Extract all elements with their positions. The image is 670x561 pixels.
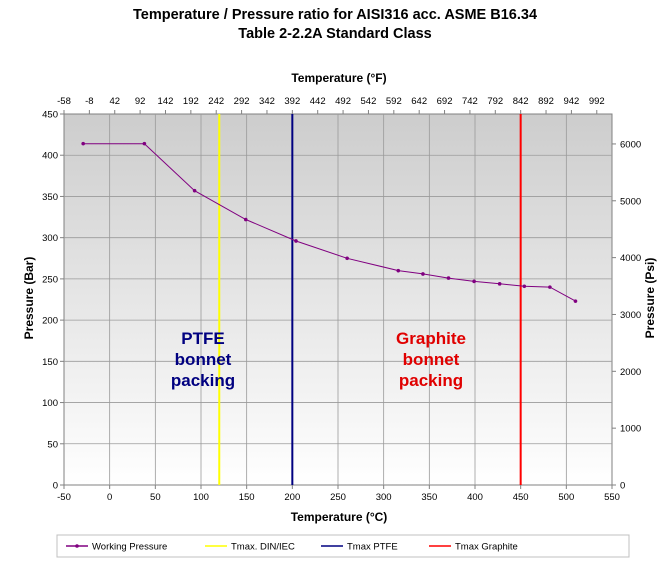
data-point bbox=[81, 141, 85, 146]
y-tick-label: 150 bbox=[42, 357, 58, 368]
x2-tick-label: -8 bbox=[85, 96, 93, 107]
y2-tick-label: 2000 bbox=[620, 367, 641, 378]
y2-tick-label: 4000 bbox=[620, 253, 641, 264]
x2-tick-label: -58 bbox=[57, 96, 71, 107]
x2-tick-label: 892 bbox=[538, 96, 554, 107]
y-tick-label: 450 bbox=[42, 110, 58, 121]
x-tick-label: 300 bbox=[376, 492, 392, 503]
legend-label: Tmax Graphite bbox=[455, 542, 518, 553]
x-axis-title: Temperature (°C) bbox=[291, 510, 388, 524]
y-tick-label: 400 bbox=[42, 151, 58, 162]
y-tick-label: 300 bbox=[42, 233, 58, 244]
vertical-lines bbox=[218, 114, 522, 485]
data-point bbox=[294, 239, 298, 243]
y-tick-label: 250 bbox=[42, 274, 58, 285]
legend-marker bbox=[75, 544, 79, 548]
x2-tick-label: 42 bbox=[109, 96, 120, 107]
x-tick-label: 200 bbox=[284, 492, 300, 503]
data-point bbox=[345, 256, 349, 261]
data-point bbox=[192, 188, 197, 193]
x2-axis-title: Temperature (°F) bbox=[291, 71, 386, 85]
x2-tick-label: 142 bbox=[158, 96, 174, 107]
annotation-text: packing bbox=[171, 371, 235, 390]
data-point bbox=[396, 268, 401, 273]
annotations: PTFE bonnet packing Graphite bonnet packing bbox=[171, 329, 466, 390]
x-tick-label: 450 bbox=[513, 492, 529, 503]
x-tick-label: 250 bbox=[330, 492, 346, 503]
chart-subtitle: Table 2-2.2A Standard Class bbox=[238, 26, 431, 42]
x2-tick-label: 492 bbox=[335, 96, 351, 107]
x-tick-label: 150 bbox=[239, 492, 255, 503]
x-tick-label: 350 bbox=[421, 492, 437, 503]
y-tick-label: 0 bbox=[53, 481, 58, 492]
x-tick-label: 500 bbox=[558, 492, 574, 503]
x-tick-label: 550 bbox=[604, 492, 620, 503]
x-tick-label: 50 bbox=[150, 492, 161, 503]
data-point bbox=[573, 299, 578, 303]
data-point bbox=[243, 217, 248, 222]
x2-tick-label: 742 bbox=[462, 96, 478, 107]
x2-tick-label: 992 bbox=[589, 96, 605, 107]
data-point bbox=[548, 285, 552, 289]
x2-tick-label: 92 bbox=[135, 96, 146, 107]
y2-tick-label: 6000 bbox=[620, 139, 641, 150]
data-point bbox=[142, 141, 147, 146]
legend-label: Tmax. DIN/IEC bbox=[231, 542, 295, 553]
y2-tick-label: 0 bbox=[620, 481, 625, 492]
x2-tick-label: 192 bbox=[183, 96, 199, 107]
series-line bbox=[83, 143, 576, 302]
x-tick-label: 100 bbox=[193, 492, 209, 503]
chart-title: Temperature / Pressure ratio for AISI316… bbox=[133, 7, 537, 23]
y2-axis-title: Pressure (Psi) bbox=[643, 258, 657, 339]
annotation-text: PTFE bbox=[181, 329, 224, 348]
x2-tick-label: 692 bbox=[437, 96, 453, 107]
x2-tick-label: 842 bbox=[513, 96, 529, 107]
y2-tick-label: 1000 bbox=[620, 424, 641, 435]
data-point bbox=[497, 282, 502, 286]
legend-label: Working Pressure bbox=[92, 542, 167, 553]
legend: Working Pressure Tmax. DIN/IEC Tmax PTFE Tm… bbox=[56, 534, 630, 558]
x2-tick-label: 442 bbox=[310, 96, 326, 107]
x2-tick-label: 792 bbox=[487, 96, 503, 107]
x-tick-label: 400 bbox=[467, 492, 483, 503]
y2-tick-label: 3000 bbox=[620, 310, 641, 321]
data-point bbox=[472, 279, 476, 284]
data-point bbox=[522, 284, 527, 289]
x2-tick-label: 392 bbox=[284, 96, 300, 107]
annotation-text: bonnet bbox=[403, 350, 460, 369]
x2-tick-label: 242 bbox=[208, 96, 224, 107]
annotation-text: packing bbox=[399, 371, 463, 390]
x2-tick-label: 292 bbox=[234, 96, 250, 107]
y-tick-label: 200 bbox=[42, 316, 58, 327]
x-tick-label: 0 bbox=[107, 492, 112, 503]
legend-label: Tmax PTFE bbox=[347, 542, 398, 553]
x2-tick-label: 342 bbox=[259, 96, 275, 107]
y-axis-title: Pressure (Bar) bbox=[22, 257, 36, 340]
y2-tick-label: 5000 bbox=[620, 196, 641, 207]
x2-tick-label: 542 bbox=[361, 96, 377, 107]
y-tick-label: 350 bbox=[42, 192, 58, 203]
y-tick-label: 100 bbox=[42, 398, 58, 409]
annotation-text: Graphite bbox=[396, 329, 466, 348]
x-tick-label: -50 bbox=[57, 492, 71, 503]
x2-tick-label: 942 bbox=[563, 96, 579, 107]
y-tick-label: 50 bbox=[47, 439, 58, 450]
data-point bbox=[446, 276, 451, 280]
series bbox=[81, 141, 578, 303]
annotation-text: bonnet bbox=[175, 350, 232, 369]
x2-tick-label: 642 bbox=[411, 96, 427, 107]
x2-tick-label: 592 bbox=[386, 96, 402, 107]
data-point bbox=[421, 272, 425, 276]
